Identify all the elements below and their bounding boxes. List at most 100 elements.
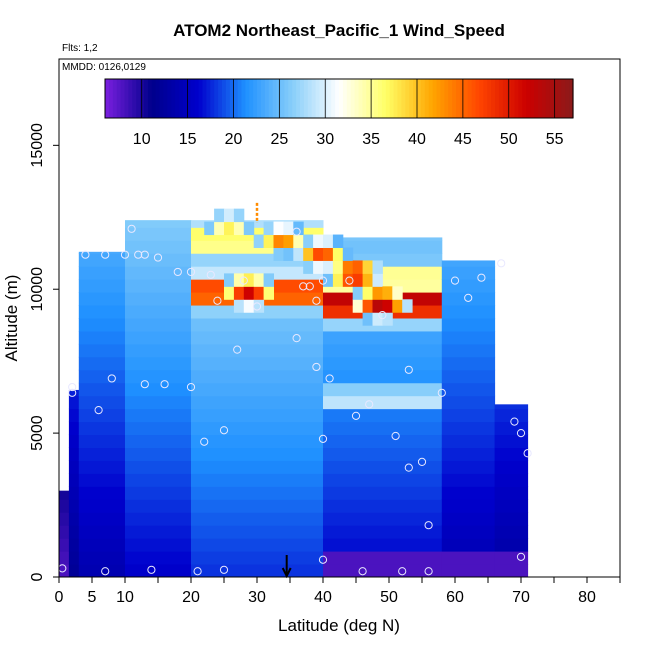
colorbar-segment	[206, 79, 211, 118]
jet-cell	[224, 221, 235, 236]
colorbar-tick-label: 35	[362, 131, 380, 148]
field-cell	[494, 499, 529, 513]
field-cell	[191, 538, 324, 552]
field-cell	[441, 330, 496, 345]
observation-point	[101, 567, 110, 576]
field-cell	[125, 220, 192, 228]
field-cell	[78, 408, 126, 423]
field-cell	[441, 473, 496, 487]
observation-point	[318, 555, 328, 564]
colorbar-segment	[300, 79, 305, 118]
jet-cell	[233, 286, 245, 300]
colorbar-segment	[549, 79, 555, 118]
colorbar-segment	[405, 79, 410, 118]
colorbar-segment	[225, 79, 231, 118]
field-cell	[78, 564, 126, 577]
colorbar-segment	[381, 79, 387, 118]
field-cell	[441, 305, 496, 319]
observation-point	[424, 521, 433, 530]
field-cell	[78, 292, 126, 306]
colorbar-segment	[428, 79, 434, 118]
colorbar-segment	[420, 79, 426, 118]
jet-cell	[263, 273, 274, 287]
field-cell	[125, 564, 192, 577]
colorbar-frame	[104, 78, 574, 119]
field-cell	[494, 421, 529, 436]
field-cell	[68, 551, 80, 565]
wind-speed-field	[59, 208, 529, 577]
colorbar-segment	[315, 79, 321, 118]
field-cell	[441, 525, 496, 539]
observation-point	[206, 270, 215, 279]
colorbar-segment	[144, 79, 149, 118]
field-cell	[191, 421, 324, 436]
jet-cell	[323, 234, 334, 248]
colorbar-tick-label: 40	[408, 131, 426, 148]
colorbar-segment	[487, 79, 492, 118]
colorbar-segment	[167, 79, 172, 118]
field-cell	[441, 356, 496, 371]
field-cell	[125, 382, 192, 397]
field-cell	[441, 382, 496, 397]
jet-cell	[214, 221, 225, 236]
colorbar-segment	[537, 79, 543, 118]
field-cell	[125, 434, 192, 448]
field-cell	[78, 434, 126, 448]
x-axis: 0 5 10 20 30 40 50 60 70 80	[55, 577, 621, 606]
field-cell	[323, 473, 443, 487]
observation-point	[219, 426, 229, 435]
observation-point	[417, 457, 427, 466]
jet-cell	[233, 208, 245, 223]
jet-cell	[243, 221, 255, 236]
jet-cell	[214, 208, 225, 223]
jet-cell	[233, 221, 245, 236]
field-cell	[441, 292, 496, 306]
field-cell	[323, 369, 443, 384]
colorbar-segment	[483, 79, 488, 118]
field-cell	[78, 460, 126, 474]
field-cell	[191, 512, 324, 526]
jet-cell	[224, 273, 235, 287]
colorbar-segment	[557, 79, 562, 118]
colorbar-segment	[241, 79, 246, 118]
field-cell	[323, 434, 443, 448]
field-cell	[125, 292, 192, 306]
jet-cell	[253, 286, 265, 300]
field-cell	[68, 460, 80, 474]
field-cell	[323, 356, 443, 371]
colorbar-segment	[268, 79, 274, 118]
observation-point	[318, 276, 328, 285]
x-tick-label: 0	[55, 589, 64, 606]
colorbar-segment	[292, 79, 297, 118]
field-cell	[191, 460, 324, 474]
colorbar-segment	[553, 79, 558, 118]
field-cell	[191, 382, 324, 397]
jet-cell	[313, 247, 324, 261]
field-cell	[191, 499, 324, 513]
field-cell	[78, 356, 126, 371]
x-tick-label: 60	[446, 589, 464, 606]
field-cell	[323, 460, 443, 474]
jet-cell	[372, 299, 383, 313]
colorbar-segment	[331, 79, 336, 118]
field-cell	[125, 305, 192, 319]
field-cell	[68, 408, 80, 423]
observation-point	[153, 253, 163, 262]
colorbar-segment	[366, 79, 371, 118]
observation-point	[510, 417, 519, 426]
colorbar-tick-label: 10	[133, 131, 151, 148]
flights-label: Flts: 1,2	[62, 43, 98, 54]
jet-cell	[273, 247, 284, 261]
observation-point	[312, 362, 321, 372]
colorbar-segment	[459, 79, 465, 118]
jet-cell	[362, 260, 373, 274]
y-tick-label: 15000	[29, 123, 46, 168]
jet-cell	[233, 273, 245, 287]
field-cell	[441, 447, 496, 461]
colorbar-segment	[541, 79, 547, 118]
colorbar-segment	[561, 79, 566, 118]
observation-point	[398, 567, 407, 576]
colorbar-segment	[385, 79, 391, 118]
colorbar-tick-label: 15	[179, 131, 197, 148]
colorbar-tick-label: 45	[454, 131, 472, 148]
